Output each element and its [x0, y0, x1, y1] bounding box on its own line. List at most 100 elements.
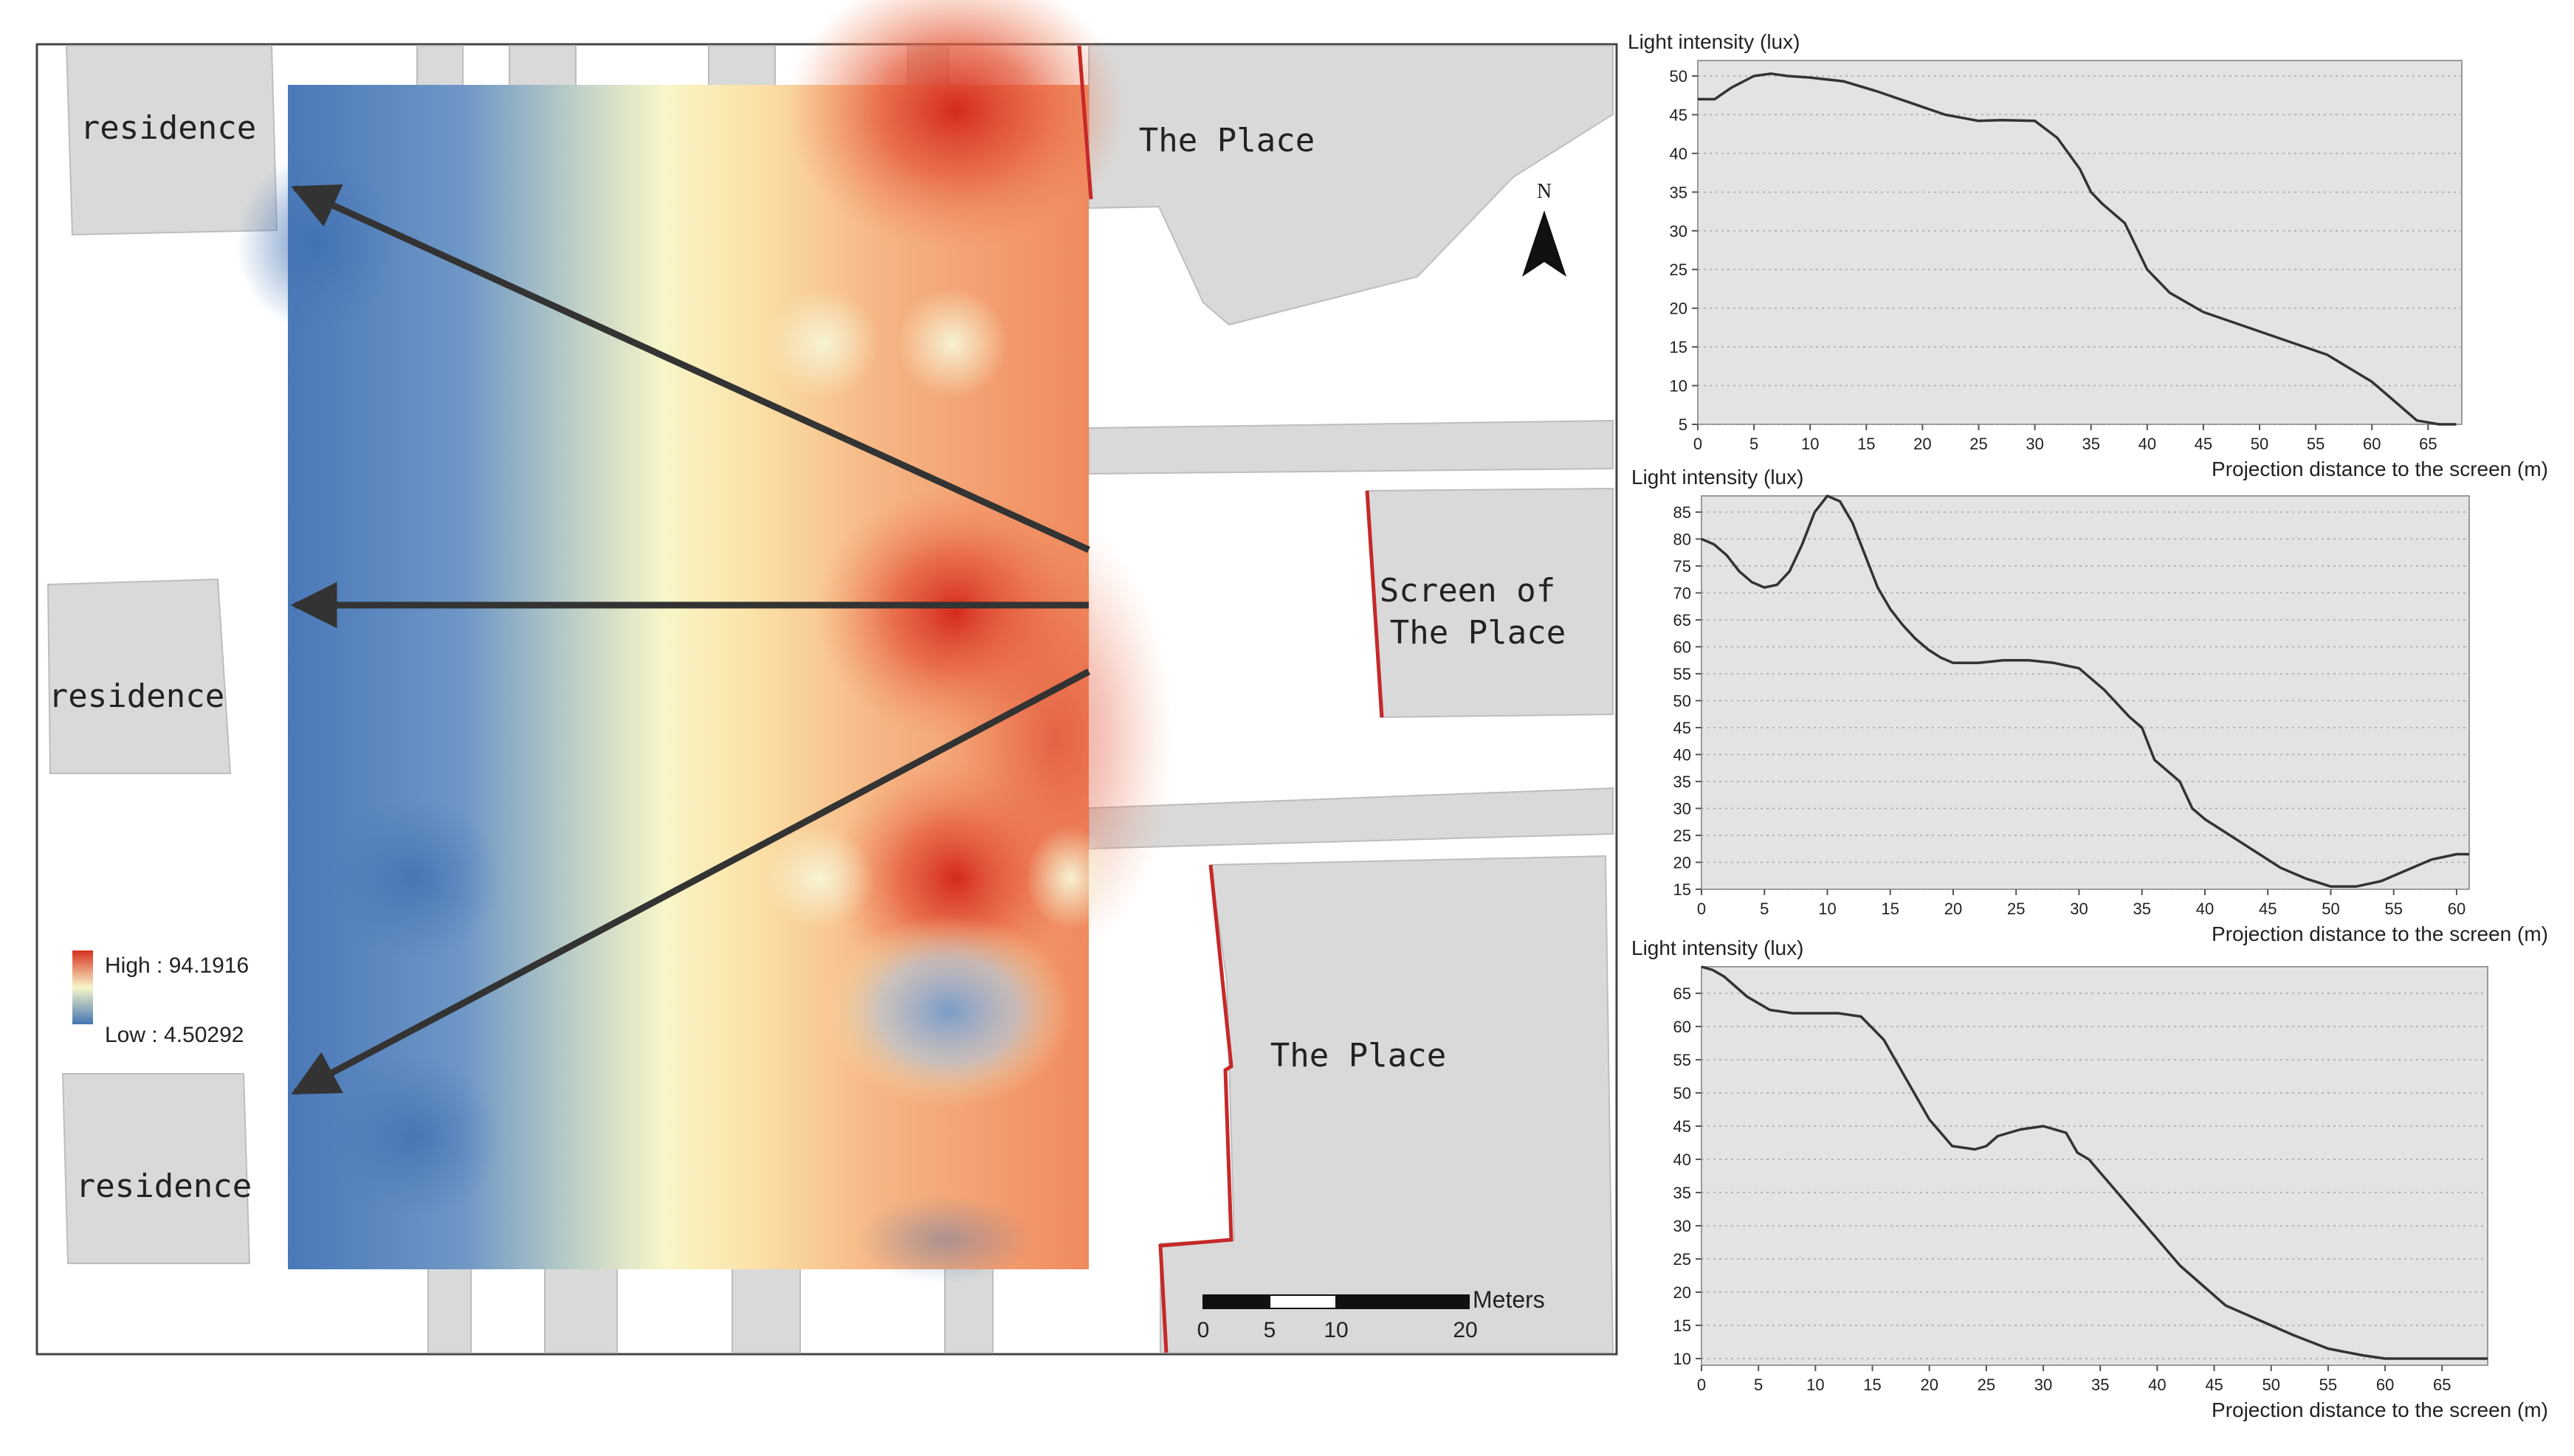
road-top-3	[708, 45, 776, 87]
y-tick-label: 75	[1673, 557, 1691, 576]
legend: High : 94.1916 Low : 4.50292	[72, 950, 249, 1047]
x-tick-label: 30	[2070, 900, 2088, 918]
x-tick-label: 0	[1697, 900, 1706, 918]
road-bottom-3	[732, 1265, 801, 1353]
y-tick-label: 85	[1673, 503, 1691, 522]
pale-spot-4	[1026, 827, 1115, 930]
y-tick-label: 30	[1673, 799, 1691, 818]
y-tick-label: 15	[1673, 880, 1691, 899]
scale-tick-10: 10	[1324, 1318, 1348, 1342]
x-tick-label: 55	[2307, 435, 2324, 453]
heatmap-surface	[236, 0, 1174, 1284]
north-arrow: N	[1522, 180, 1566, 277]
y-tick-label: 55	[1673, 665, 1691, 683]
plot-area	[1701, 495, 2470, 890]
scale-bar: Meters 0 5 10 20	[1197, 1286, 1545, 1342]
x-tick-label: 5	[1754, 1376, 1763, 1394]
y-tick-label: 40	[1670, 145, 1687, 163]
screen-line-mid	[1365, 490, 1384, 718]
y-tick-label: 30	[1673, 1217, 1691, 1235]
pale-spot-1	[768, 288, 878, 398]
profile-chart-middle: 15 20 25 30 35 40 45 50 55 60 65 70 75 80 85 0 5 10 15 20 25…	[1631, 466, 2548, 945]
buildings	[47, 45, 1614, 1353]
y-tick-label: 30	[1670, 222, 1687, 241]
series-line	[1698, 72, 2457, 426]
y-tick-label: 45	[1673, 1117, 1691, 1136]
x-tick-label: 15	[1863, 1376, 1881, 1394]
legend-high-label: High : 94.1916	[105, 953, 249, 978]
y-tick-label: 55	[1673, 1051, 1691, 1069]
arrow-upper	[291, 184, 1090, 553]
y-tick-label: 40	[1673, 1150, 1691, 1169]
y-tick-label: 25	[1670, 261, 1687, 279]
screen-line-top	[1077, 45, 1093, 200]
blue-spot-1	[236, 155, 399, 332]
scale-tick-20: 20	[1453, 1318, 1477, 1342]
y-tick-label: 25	[1673, 1250, 1691, 1269]
y-tick-label: 20	[1673, 1283, 1691, 1302]
y-tick-label: 25	[1673, 827, 1691, 845]
road-east-1	[1088, 419, 1614, 475]
label-residence-top: residence	[80, 109, 256, 147]
scale-tick-0: 0	[1197, 1318, 1210, 1342]
y-tick-label: 20	[1670, 300, 1687, 318]
hotspot-top	[786, 0, 1126, 251]
x-tick-label: 35	[2091, 1376, 2109, 1394]
x-tick-label: 55	[2384, 900, 2402, 918]
y-tick-label: 10	[1670, 377, 1687, 396]
blue-spot-3	[325, 1055, 502, 1218]
label-screen-line2: The Place	[1390, 614, 1566, 652]
building-place-top	[1088, 45, 1614, 326]
x-tick-label: 60	[2448, 900, 2465, 918]
x-tick-label: 25	[1978, 1376, 1995, 1394]
x-tick-label: 65	[2419, 435, 2437, 453]
building-residence-mid	[47, 578, 232, 774]
y-axis-label: Light intensity (lux)	[1631, 466, 1803, 489]
screen-line-bottom	[1158, 864, 1233, 1353]
scale-seg-2	[1269, 1294, 1337, 1309]
legend-low-label: Low : 4.50292	[105, 1023, 244, 1047]
x-tick-label: 0	[1693, 435, 1702, 453]
x-tick-label: 40	[2148, 1376, 2166, 1394]
x-tick-label: 45	[2205, 1376, 2223, 1394]
x-tick-label: 15	[1857, 435, 1875, 453]
road-bottom-1	[427, 1265, 472, 1353]
x-tick-label: 50	[2251, 435, 2268, 453]
plot-area	[1697, 60, 2463, 425]
x-tick-label: 0	[1697, 1376, 1706, 1394]
legend-color-ramp	[72, 950, 93, 1024]
blue-spot-2	[325, 797, 502, 959]
screen-lines	[1077, 45, 1384, 1353]
x-tick-label: 10	[1818, 900, 1836, 918]
x-tick-label: 5	[1760, 900, 1769, 918]
pale-spot-3	[764, 827, 875, 930]
x-axis-label: Projection distance to the screen (m)	[2212, 922, 2548, 945]
x-tick-label: 60	[2376, 1376, 2394, 1394]
y-tick-label: 40	[1673, 745, 1691, 764]
scale-seg-1	[1202, 1294, 1270, 1309]
series-line	[1701, 965, 2488, 1360]
y-tick-label: 60	[1673, 638, 1691, 656]
label-screen-line1: Screen of	[1380, 572, 1555, 610]
x-tick-label: 10	[1806, 1376, 1824, 1394]
x-tick-label: 45	[2195, 435, 2212, 453]
y-tick-label: 70	[1673, 584, 1691, 602]
building-residence-bottom	[61, 1073, 251, 1264]
y-tick-label: 50	[1673, 691, 1691, 710]
x-tick-label: 25	[1969, 435, 1987, 453]
arrow-lower	[291, 669, 1091, 1095]
scale-seg-3	[1335, 1294, 1470, 1309]
coldspot-lower	[823, 915, 1074, 1107]
x-tick-label: 20	[1913, 435, 1931, 453]
x-tick-label: 30	[2034, 1376, 2052, 1394]
y-tick-label: 65	[1673, 984, 1691, 1003]
series-line	[1701, 494, 2469, 889]
x-tick-label: 65	[2433, 1376, 2451, 1394]
x-tick-label: 40	[2196, 900, 2214, 918]
y-tick-label: 65	[1673, 611, 1691, 629]
y-tick-label: 35	[1673, 773, 1691, 791]
x-tick-label: 35	[2133, 900, 2150, 918]
y-tick-label: 35	[1670, 183, 1687, 201]
